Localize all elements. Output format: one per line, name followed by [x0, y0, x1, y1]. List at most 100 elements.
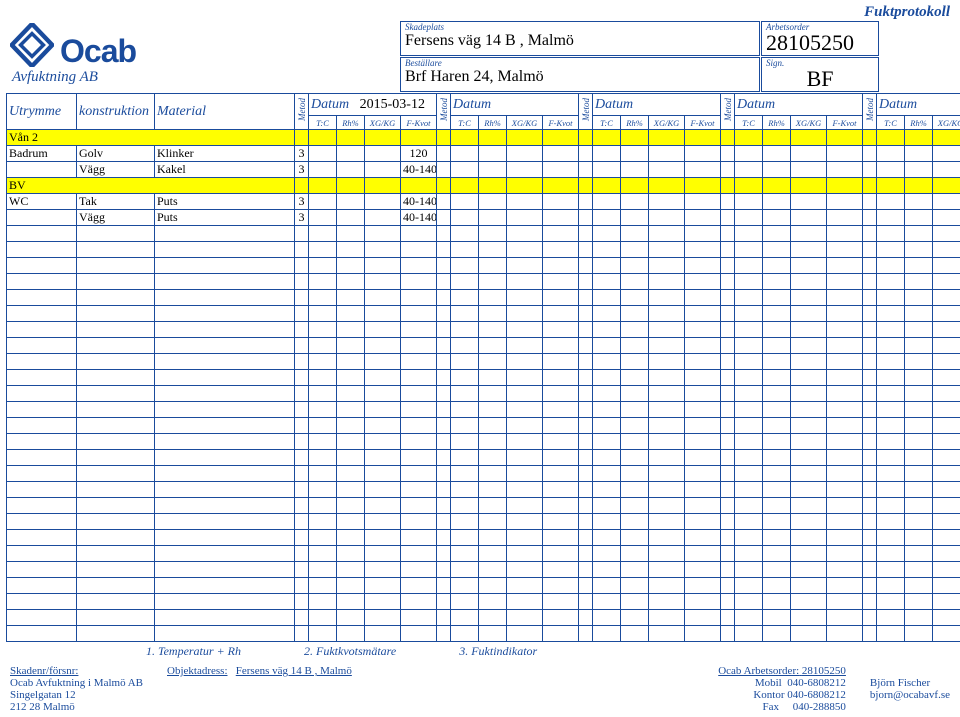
cell: [309, 194, 337, 210]
cell: [543, 146, 579, 162]
cell: [685, 626, 721, 642]
cell: [479, 178, 507, 194]
cell: [721, 130, 735, 146]
cell: [579, 450, 593, 466]
cell: [507, 434, 543, 450]
footer-objekt-label: Objektadress:: [167, 665, 227, 677]
cell: [451, 434, 479, 450]
cell: [437, 322, 451, 338]
cell: [437, 194, 451, 210]
cell: [77, 354, 155, 370]
cell: [791, 482, 827, 498]
cell: [735, 466, 763, 482]
cell: [401, 306, 437, 322]
cell: [827, 466, 863, 482]
cell: [863, 226, 877, 242]
cell: [295, 322, 309, 338]
cell: [649, 498, 685, 514]
cell: [685, 130, 721, 146]
cell: [337, 418, 365, 434]
cell: [479, 450, 507, 466]
cell: [401, 274, 437, 290]
cell: [309, 370, 337, 386]
cell: [543, 562, 579, 578]
col-metod-3: Metod: [579, 94, 593, 130]
cell: [933, 386, 960, 402]
cell: [7, 242, 77, 258]
cell: [77, 498, 155, 514]
cell: [309, 434, 337, 450]
cell: [543, 354, 579, 370]
cell: [543, 306, 579, 322]
doc-title: Fuktprotokoll: [6, 4, 950, 21]
cell: [621, 402, 649, 418]
section-label: BV: [7, 178, 295, 194]
cell: [863, 338, 877, 354]
cell: [337, 210, 365, 226]
cell: [863, 626, 877, 642]
brand-sub: Avfuktning AB: [12, 69, 140, 86]
cell-metod: 3: [295, 194, 309, 210]
cell: [621, 562, 649, 578]
cell: [437, 530, 451, 546]
cell: [763, 562, 791, 578]
cell: [863, 354, 877, 370]
cell: [579, 210, 593, 226]
cell: [579, 514, 593, 530]
cell: [763, 450, 791, 466]
header-bar: Ocab Avfuktning AB Skadeplats Fersens vä…: [6, 21, 954, 93]
cell: [401, 258, 437, 274]
cell: [827, 338, 863, 354]
cell: [685, 594, 721, 610]
cell: [295, 354, 309, 370]
footer-company: Ocab Avfuktning i Malmö AB: [10, 677, 143, 689]
cell: [863, 546, 877, 562]
cell: [543, 178, 579, 194]
cell: [337, 130, 365, 146]
cell: [827, 370, 863, 386]
cell: [295, 338, 309, 354]
cell: [827, 258, 863, 274]
cell: [295, 578, 309, 594]
cell: [593, 354, 621, 370]
cell: [791, 466, 827, 482]
cell: [791, 386, 827, 402]
cell: [401, 530, 437, 546]
cell: [735, 386, 763, 402]
cell: [337, 258, 365, 274]
cell: [365, 450, 401, 466]
cell: [621, 418, 649, 434]
cell: [401, 386, 437, 402]
cell: [685, 610, 721, 626]
cell: [155, 258, 295, 274]
cell: [451, 418, 479, 434]
cell: [649, 130, 685, 146]
table-row: [7, 306, 960, 322]
cell: [593, 546, 621, 562]
cell: [791, 290, 827, 306]
cell: [933, 610, 960, 626]
cell-material: Kakel: [155, 162, 295, 178]
cell: [735, 610, 763, 626]
subcol: F-Kvot: [685, 116, 721, 130]
cell: [295, 274, 309, 290]
cell: [401, 322, 437, 338]
cell: [507, 498, 543, 514]
cell: [507, 626, 543, 642]
cell: [791, 546, 827, 562]
cell: [763, 546, 791, 562]
cell: [295, 386, 309, 402]
footer-kontor: 040-6808212: [787, 689, 846, 701]
cell: [365, 594, 401, 610]
cell-utrymme: WC: [7, 194, 77, 210]
cell: [649, 338, 685, 354]
subcol: T:C: [451, 116, 479, 130]
cell: [791, 578, 827, 594]
cell: [877, 498, 905, 514]
col-datum-2: Datum: [451, 94, 579, 116]
cell: [685, 546, 721, 562]
cell: [437, 594, 451, 610]
subcol: F-Kvot: [827, 116, 863, 130]
cell: [763, 466, 791, 482]
cell: [579, 482, 593, 498]
